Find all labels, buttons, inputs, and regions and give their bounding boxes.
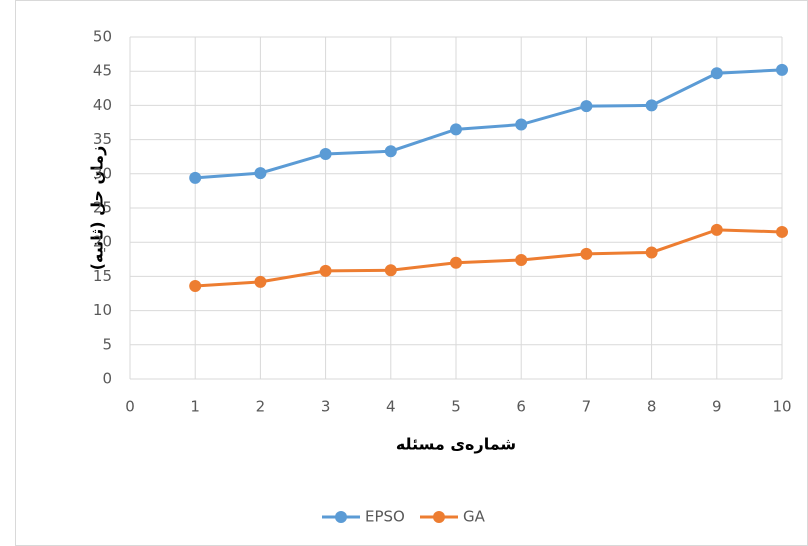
y-tick-label: 30	[93, 164, 112, 182]
data-point	[580, 247, 593, 260]
data-point	[710, 223, 723, 236]
data-point	[645, 99, 658, 112]
x-tick-label: 4	[386, 398, 396, 416]
y-tick-label: 20	[93, 233, 112, 251]
x-tick-label: 7	[582, 398, 592, 416]
legend-label: GA	[463, 508, 486, 526]
data-point	[189, 279, 202, 292]
x-axis-label: شماره‌ی مسئله	[396, 435, 516, 454]
data-point	[254, 167, 267, 180]
y-tick-label: 35	[93, 130, 112, 148]
y-tick-label: 15	[93, 267, 112, 285]
y-tick-label: 40	[93, 96, 112, 114]
x-tick-label: 8	[647, 398, 657, 416]
legend-marker	[335, 511, 347, 523]
data-point	[319, 147, 332, 160]
x-tick-label: 6	[516, 398, 526, 416]
x-tick-label: 5	[451, 398, 461, 416]
legend-marker	[433, 511, 445, 523]
data-point	[515, 253, 528, 266]
y-tick-label: 45	[93, 62, 112, 80]
y-tick-label: 50	[93, 28, 112, 46]
series-line	[195, 68, 783, 180]
y-tick-label: 10	[93, 301, 112, 319]
data-point	[450, 256, 462, 269]
x-tick-label: 3	[321, 398, 331, 416]
y-axis-label: زمان حل (ثانیه)	[88, 146, 107, 271]
data-point	[776, 225, 788, 238]
data-point	[384, 264, 397, 277]
data-point	[710, 67, 723, 80]
data-point	[254, 275, 267, 288]
x-tick-label: 2	[256, 398, 266, 416]
chart-frame	[15, 0, 808, 546]
data-point	[384, 145, 397, 158]
data-point	[319, 264, 332, 277]
data-point	[450, 123, 462, 136]
data-point	[580, 100, 593, 113]
y-tick-label: 0	[102, 370, 112, 388]
x-tick-label: 9	[712, 398, 722, 416]
y-tick-label: 5	[102, 335, 112, 353]
data-point	[645, 246, 658, 259]
y-tick-label: 25	[93, 199, 112, 217]
data-point	[189, 171, 202, 184]
series-line	[195, 228, 783, 288]
x-tick-label: 1	[190, 398, 200, 416]
data-point	[515, 118, 528, 131]
x-tick-label: 10	[772, 398, 791, 416]
data-point	[776, 63, 788, 76]
legend-label: EPSO	[365, 508, 405, 526]
x-tick-label: 0	[125, 398, 135, 416]
